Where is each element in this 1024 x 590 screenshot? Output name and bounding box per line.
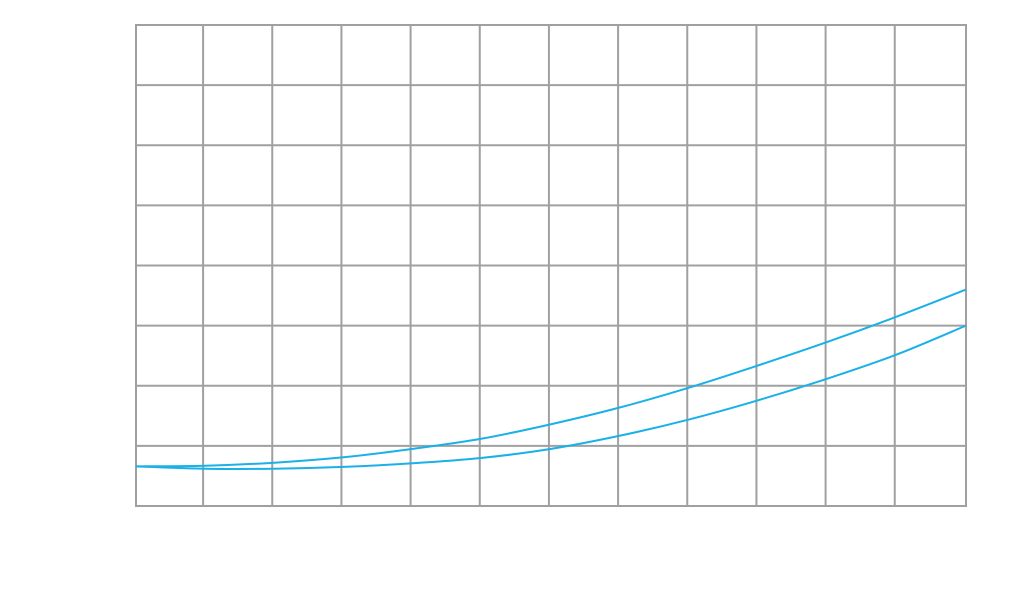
series-layer [135,288,967,470]
series-line-2 [135,324,967,470]
series-line-1 [135,288,967,468]
horizontal-gridlines [136,24,966,507]
plot-frame [135,24,967,507]
